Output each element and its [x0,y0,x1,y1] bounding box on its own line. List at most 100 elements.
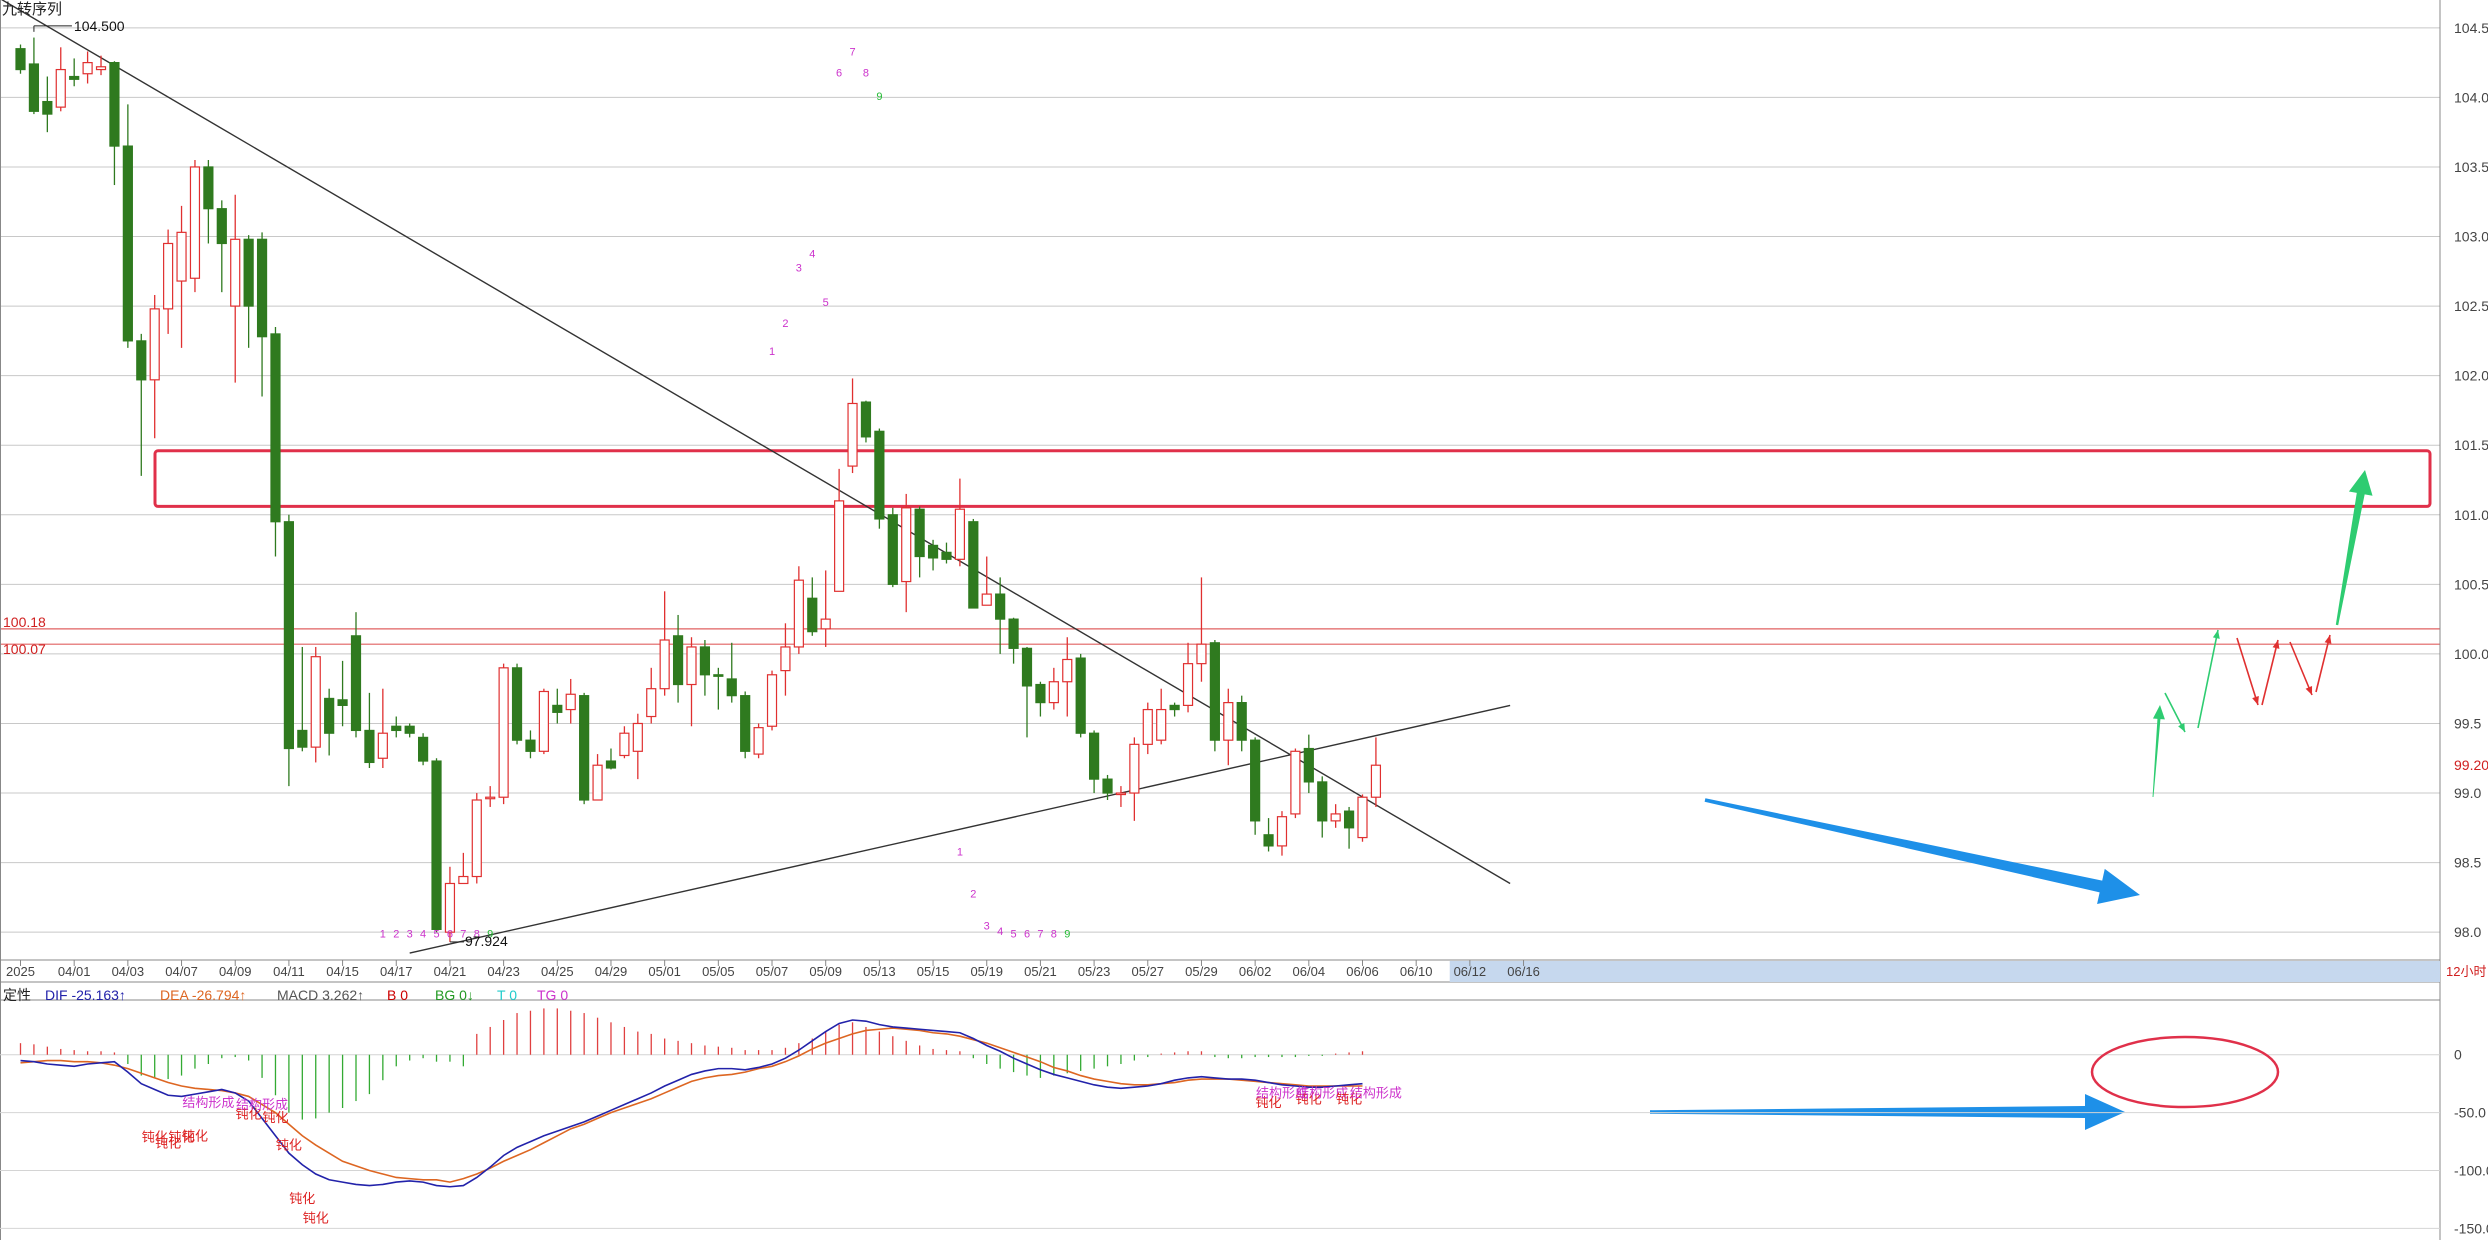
candle-down [418,736,429,762]
candle-up [95,66,107,71]
candle-down [672,635,684,686]
candle-up [565,693,576,711]
red-path-arrow [2315,634,2331,693]
x-tick-label: 05/13 [863,964,896,979]
candle-down [605,760,617,769]
td-count: 4 [809,248,815,260]
macd-legend-item: T 0 [497,987,517,1003]
candle-up [1196,643,1207,665]
candle-up [780,646,791,672]
td-count: 4 [997,926,1003,938]
red-path-arrow-head [2252,696,2259,705]
candlesticks [15,37,1382,942]
candle-up [954,508,966,560]
dif-line [20,1019,1363,1188]
x-tick-label: 06/06 [1346,964,1379,979]
trendline [409,704,1511,954]
macd-annotation: 钝化 [262,1110,288,1125]
candle-up [632,722,643,752]
td-count: 6 [836,68,842,80]
macd-annotation: 结构形成 [1256,1086,1308,1101]
candle-down [1088,732,1100,780]
candle-down [860,401,872,438]
x-tick-label: 06/02 [1239,964,1272,979]
x-tick-label: 06/16 [1507,964,1540,979]
x-tick-label: 06/10 [1400,964,1433,979]
price-level-label: 100.18 [3,614,46,630]
candle-down [122,145,133,342]
td-count: 6 [447,929,453,941]
projection-arrows [1650,470,2373,1130]
candle-down [69,75,80,80]
candle-down [1075,657,1086,734]
candle-down [968,521,979,609]
candle-up [1223,702,1234,741]
x-tick-label: 04/03 [112,964,145,979]
candle-down [337,699,348,706]
candle-up [176,231,187,282]
candle-up [1142,708,1153,745]
candle-down [1250,739,1261,822]
macd-annotation: 钝化 [182,1128,208,1143]
candle-up [659,639,670,690]
green-path-arrow-head [2178,723,2185,732]
candle-up [847,402,858,467]
candle-down [109,62,120,147]
macd-annotation: 钝化 [276,1138,302,1153]
candle-down [914,508,925,558]
x-tick-label: 05/01 [648,964,681,979]
red-path-arrow-head [2305,686,2313,695]
candle-down [431,760,442,930]
macd-annotation: 钝化 [289,1191,315,1206]
candle-down [28,63,40,112]
y-tick-label: 104.5 [2454,20,2488,36]
candle-up [1182,663,1194,706]
td-count: 3 [984,920,990,932]
x-tick-label: 04/01 [58,964,91,979]
green-path-arrow-head [2212,630,2220,639]
candle-up [149,308,160,381]
candle-down [1169,704,1180,711]
y-tick-label: 100.5 [2454,576,2488,592]
macd-legend-item: DEA -26.794↑ [160,987,246,1003]
y-tick-label: 103.0 [2454,229,2488,245]
candle-up [458,875,469,885]
candle-down [726,678,737,697]
macd-annotation: 钝化 [1296,1091,1322,1106]
candle-up [1062,658,1073,683]
resistance-zone-box [153,449,2432,508]
td-count: 7 [849,47,855,59]
td-count: 4 [420,929,426,941]
trendlines [1,0,1511,954]
candle-down [874,430,885,520]
candle-down [216,208,227,245]
low-price-label: 97.924 [465,933,508,949]
candle-down [927,544,939,559]
price-levels: 100.18 100.07 [0,614,2440,657]
candle-up [1129,743,1140,794]
td-count: 7 [460,929,466,941]
td-count: 8 [1051,929,1057,941]
candle-down [1209,642,1220,741]
y-tick-label: 99.5 [2454,715,2481,731]
candle-down [243,238,254,307]
candle-down [941,551,952,560]
price-level-label: 100.07 [3,641,46,657]
candle-up [471,799,482,878]
candle-down [1236,702,1247,741]
last-price-label: 99.20 [2454,757,2488,773]
candle-up [377,732,388,759]
candle-down [579,695,590,801]
candle-up [82,62,93,75]
candle-up [230,238,241,307]
candle-down [270,333,281,523]
candle-up [1290,750,1301,815]
td-count: 2 [970,888,976,900]
x-tick-label: 05/19 [970,964,1003,979]
candle-down [297,729,308,748]
y-tick-label: 101.5 [2454,437,2488,453]
candle-down [525,739,536,752]
candle-up [163,242,174,310]
